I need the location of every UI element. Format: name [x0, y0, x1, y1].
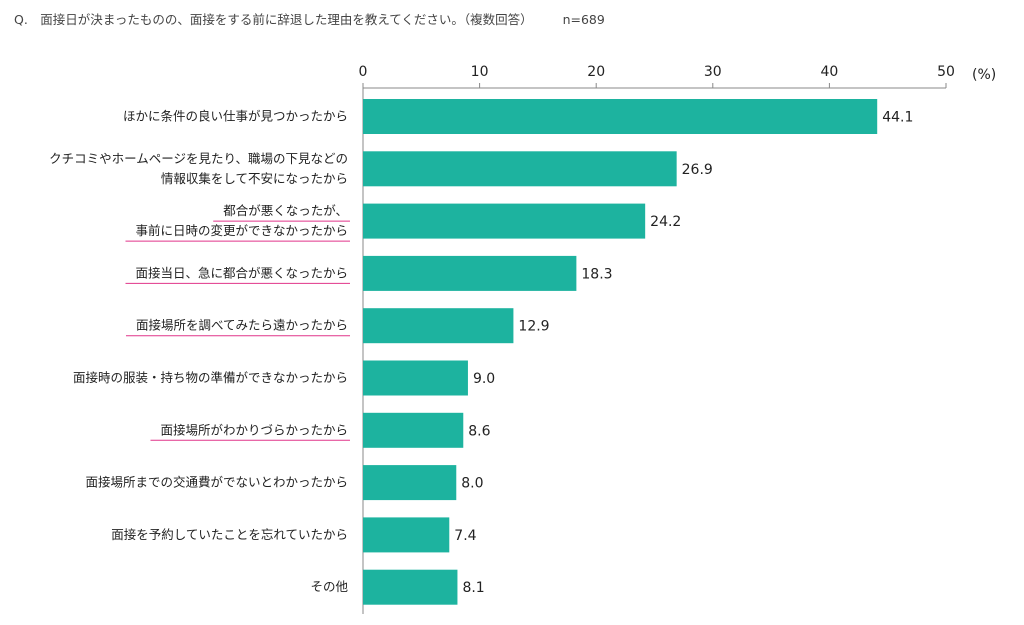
bar [363, 255, 577, 291]
bar [363, 308, 514, 344]
bar [363, 99, 878, 134]
x-tick-label: 30 [704, 64, 722, 80]
category-label: その他 [310, 579, 348, 594]
bar [363, 465, 457, 501]
category-label: 面接当日、急に都合が悪くなったから [135, 265, 348, 280]
data-label: 7.4 [454, 528, 476, 544]
sample-size: n=689 [562, 12, 605, 27]
category-label: 面接を予約していたことを忘れていたから [111, 527, 348, 542]
category-label: 面接場所までの交通費がでないとわかったから [85, 475, 348, 490]
data-label: 8.1 [462, 580, 484, 596]
x-tick-label: 50 [937, 64, 955, 80]
bar [363, 203, 646, 239]
data-label: 44.1 [882, 110, 913, 126]
category-label: クチコミやホームページを見たり、職場の下見などの [49, 151, 348, 166]
bar [363, 517, 450, 553]
data-label: 26.9 [682, 162, 713, 178]
x-tick-label: 40 [820, 64, 838, 80]
category-label: ほかに条件の良い仕事が見つかったから [123, 109, 348, 124]
data-label: 18.3 [581, 266, 612, 282]
category-label: 面接時の服装・持ち物の準備ができなかったから [73, 370, 348, 385]
category-label: 情報収集をして不安になったから [161, 171, 348, 186]
question-text: Q. 面接日が決まったものの、面接をする前に辞退した理由を教えてください。（複数… [14, 9, 605, 28]
x-axis-unit: (%) [972, 67, 996, 83]
x-tick-label: 10 [471, 64, 489, 80]
x-tick-label: 20 [587, 64, 605, 80]
x-tick-label: 0 [359, 64, 368, 80]
category-label: 都合が悪くなったが、 [223, 203, 348, 218]
data-label: 9.0 [473, 371, 495, 387]
question-label: Q. 面接日が決まったものの、面接をする前に辞退した理由を教えてください。（複数… [14, 12, 533, 27]
category-label: 面接場所がわかりづらかったから [160, 422, 348, 437]
bar [363, 412, 464, 448]
bar [363, 569, 458, 605]
category-label: 面接場所を調べてみたら遠かったから [136, 318, 348, 333]
bar [363, 360, 468, 396]
data-label: 8.6 [468, 423, 490, 439]
data-label: 24.2 [650, 214, 681, 230]
data-label: 8.0 [461, 476, 483, 492]
category-label: 事前に日時の変更ができなかったから [135, 223, 348, 238]
data-label: 12.9 [518, 319, 549, 335]
bar [363, 151, 677, 187]
